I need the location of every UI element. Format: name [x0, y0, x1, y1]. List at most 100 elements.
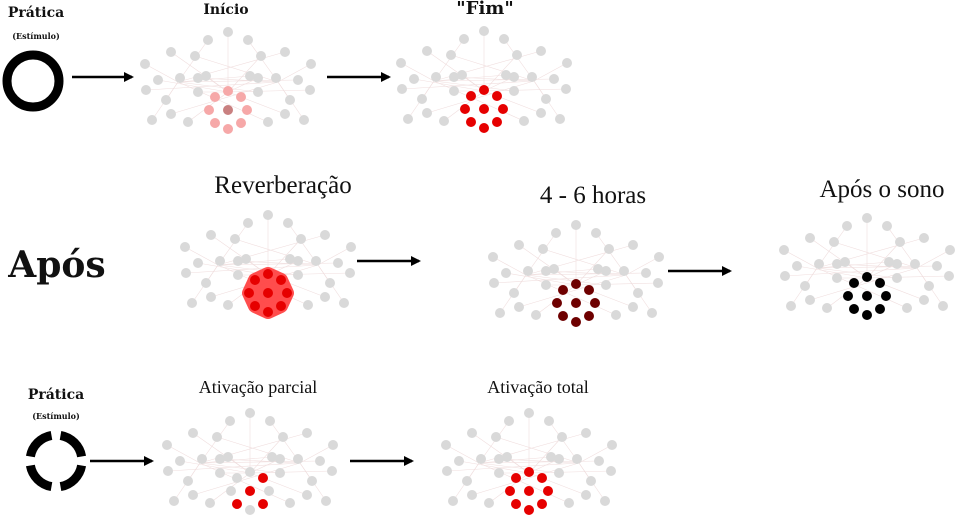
inactive-neuron	[181, 268, 191, 278]
network-edge	[433, 80, 525, 122]
inactive-neuron	[417, 94, 427, 104]
inactive-neuron	[267, 452, 277, 462]
network-edge	[450, 54, 535, 82]
network-edge	[505, 272, 577, 286]
inactive-neuron	[594, 456, 604, 466]
inactive-neuron	[800, 281, 810, 291]
network-edge	[866, 241, 901, 279]
active-neuron	[263, 307, 273, 317]
network-edge	[277, 63, 312, 83]
inactive-neuron	[345, 268, 355, 278]
inactive-neuron	[581, 428, 591, 438]
inactive-neuron	[554, 468, 564, 478]
network-edge	[916, 249, 951, 269]
active-neuron	[223, 86, 233, 96]
network-edge	[249, 436, 284, 474]
network-edge	[179, 460, 251, 474]
inactive-neuron	[476, 454, 486, 464]
inactive-neuron	[241, 254, 251, 264]
inactive-neuron	[230, 234, 240, 244]
network-edge	[317, 246, 352, 266]
inactive-neuron	[285, 498, 295, 508]
inactive-neuron	[253, 73, 263, 83]
inactive-neuron	[187, 298, 197, 308]
inactive-neuron	[495, 308, 505, 318]
inactive-neuron	[562, 58, 572, 68]
active-neuron	[843, 291, 853, 301]
inactive-neuron	[514, 240, 524, 250]
active-neuron	[849, 304, 859, 314]
inactive-neuron	[197, 454, 207, 464]
inactive-neuron	[501, 268, 511, 278]
inactive-neuron	[422, 108, 432, 118]
inactive-neuron	[842, 221, 852, 231]
network-edge	[625, 256, 660, 276]
inactive-neuron	[462, 476, 472, 486]
inactive-neuron	[633, 288, 643, 298]
network-edge	[796, 265, 868, 279]
label-ativacao-parcial: Ativação parcial	[199, 377, 317, 397]
inactive-neuron	[601, 280, 611, 290]
inactive-neuron	[504, 416, 514, 426]
inactive-neuron	[814, 259, 824, 269]
network-ativacao-total	[441, 408, 617, 515]
inactive-neuron	[619, 266, 629, 276]
center-neuron	[263, 288, 273, 298]
label-reverberacao: Reverberação	[214, 172, 351, 199]
network-fim	[396, 26, 572, 133]
network-edge	[249, 470, 333, 474]
inactive-neuron	[188, 490, 198, 500]
network-edge	[833, 241, 918, 269]
network-edge	[194, 55, 279, 83]
network-edge	[545, 270, 627, 276]
active-neuron	[537, 499, 547, 509]
network-edge	[413, 78, 485, 92]
inactive-neuron	[169, 496, 179, 506]
network-edge	[299, 444, 334, 464]
inactive-neuron	[494, 468, 504, 478]
stimulus-broken-ring-icon	[25, 430, 87, 492]
inactive-neuron	[263, 210, 273, 220]
inactive-neuron	[163, 466, 173, 476]
active-neuron	[258, 473, 268, 483]
network-edge	[495, 436, 580, 464]
inactive-neuron	[611, 310, 621, 320]
inactive-neuron	[499, 34, 509, 44]
network-edge	[249, 458, 281, 474]
inactive-neuron	[397, 84, 407, 94]
network-edge	[144, 63, 179, 83]
network-edge	[216, 436, 301, 464]
inactive-neuron	[862, 213, 872, 223]
inactive-neuron	[409, 74, 419, 84]
ring-segment	[59, 430, 87, 458]
label-apos: Após	[7, 244, 105, 286]
inactive-neuron	[325, 278, 335, 288]
inactive-neuron	[403, 114, 413, 124]
inactive-neuron	[489, 278, 499, 288]
network-edge	[492, 256, 527, 276]
inactive-neuron	[641, 268, 651, 278]
network-edge	[184, 246, 219, 266]
inactive-neuron	[780, 271, 790, 281]
inactive-neuron	[233, 256, 243, 266]
network-edge	[199, 462, 281, 474]
inactive-neuron	[275, 454, 285, 464]
network-edge	[478, 462, 570, 504]
inactive-neuron	[201, 71, 211, 81]
inactive-neuron	[243, 35, 253, 45]
inactive-neuron	[491, 432, 501, 442]
inactive-neuron	[280, 109, 290, 119]
center-neuron	[479, 104, 489, 114]
active-neuron	[524, 467, 534, 477]
inactive-neuron	[283, 218, 293, 228]
inactive-neuron	[484, 498, 494, 508]
inactive-neuron	[183, 476, 193, 486]
network-edge	[483, 88, 567, 92]
inactive-neuron	[509, 86, 519, 96]
label-4-6-horas: 4 - 6 horas	[540, 182, 646, 209]
center-neuron	[223, 105, 233, 115]
inactive-neuron	[203, 35, 213, 45]
active-neuron	[479, 85, 489, 95]
inactive-neuron	[551, 228, 561, 238]
active-neuron	[558, 311, 568, 321]
